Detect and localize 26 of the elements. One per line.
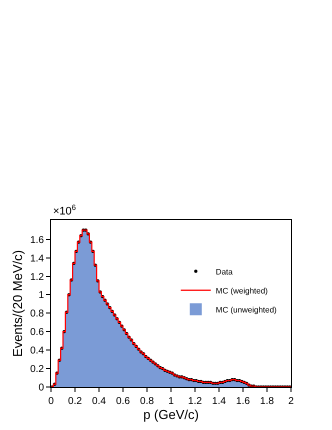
y-tick-label: 0 [38, 382, 44, 394]
x-tick-label: 1.6 [236, 396, 250, 407]
x-axis-title: p (GeV/c) [143, 407, 199, 422]
y-tick-label: 0.4 [30, 346, 44, 357]
legend-label: MC (weighted) [216, 286, 268, 296]
y-axis-title: Events/(20 MeV/c) [10, 250, 26, 357]
y-tick-label: 0.2 [30, 364, 44, 376]
x-tick-label: 0.8 [140, 396, 154, 407]
x-tick-label: 1 [168, 396, 174, 407]
y-tick-label: 0.8 [30, 308, 44, 320]
x-tick-label: 1.4 [212, 396, 226, 407]
legend-label: MC (unweighted) [216, 305, 278, 314]
y-tick-label: 1.2 [30, 272, 44, 283]
y-tick-label: 0.6 [30, 327, 44, 338]
y-tick-label: 1 [38, 290, 44, 302]
x-tick-label: 0 [48, 396, 54, 407]
x-tick-label: 0.6 [116, 396, 130, 407]
y-tick-label: 1.4 [30, 253, 44, 264]
x-tick-label: 1.2 [188, 396, 202, 407]
x-tick-label: 0.2 [68, 396, 82, 407]
legend-label: Data [216, 267, 234, 276]
x-tick-label: 0.4 [92, 396, 106, 407]
y-tick-label: 1.6 [30, 234, 44, 246]
text: ×10$^{6}$ [53, 203, 76, 218]
x-tick-label: 1.8 [260, 396, 274, 407]
x-tick-label: 2 [288, 396, 294, 407]
